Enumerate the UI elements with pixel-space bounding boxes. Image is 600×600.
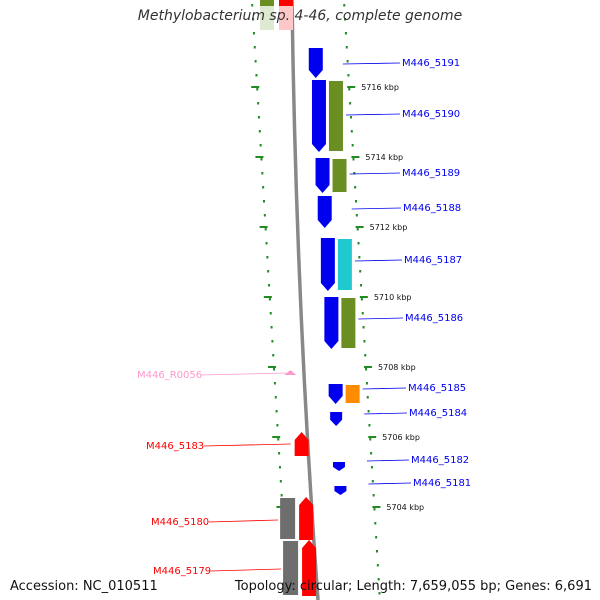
gene-label-leader <box>210 568 282 572</box>
scale-tick-label: 5704 kbp <box>386 503 424 512</box>
gene-arrow-M446_5179[interactable] <box>302 540 317 596</box>
gene-label-leader <box>362 387 407 390</box>
scale-tick-label: 5712 kbp <box>370 223 408 232</box>
map-title: Methylobacterium sp. 4-46, complete geno… <box>137 8 463 24</box>
scale-tick-label: 5710 kbp <box>374 293 412 302</box>
gene-arrow-M446_5181[interactable] <box>334 486 347 495</box>
gene-label-leader <box>364 412 408 415</box>
gene-label-M446_5187[interactable]: M446_5187 <box>404 255 462 266</box>
gene-label-M446_5185[interactable]: M446_5185 <box>408 383 466 394</box>
gene-label-M446_5183[interactable]: M446_5183 <box>146 441 204 452</box>
gene-arrow-M446_5180[interactable] <box>299 497 314 540</box>
top-partial-cog-box <box>260 0 274 6</box>
gene-label-M446_5190[interactable]: M446_5190 <box>402 109 460 120</box>
gene-label-leader <box>368 482 412 485</box>
gene-arrow-M446_5182[interactable] <box>332 462 345 471</box>
gene-label-leader <box>203 443 291 447</box>
scale-tick-label: 5716 kbp <box>361 83 399 92</box>
gene-label-M446_5179[interactable]: M446_5179 <box>153 566 211 577</box>
gene-arrow-M446_5189[interactable] <box>315 158 330 193</box>
cog-box-M446_5186 <box>341 298 356 348</box>
gene-arrow-M446_5185[interactable] <box>328 384 343 404</box>
gene-label-M446_5186[interactable]: M446_5186 <box>405 313 463 324</box>
gene-label-leader <box>342 62 401 65</box>
gene-label-M446_5188[interactable]: M446_5188 <box>403 203 461 214</box>
gene-arrow-M446_5190[interactable] <box>311 80 326 152</box>
gene-arrow-M446_5191[interactable] <box>308 48 323 78</box>
gene-label-M446_5191[interactable]: M446_5191 <box>402 58 460 69</box>
gene-arrow-M446_5186[interactable] <box>324 297 339 349</box>
gene-arrow-M446_5183[interactable] <box>294 432 309 456</box>
cog-box-M446_5187 <box>337 239 352 290</box>
cog-box-M446_5180 <box>280 498 296 539</box>
gene-label-M446_5184[interactable]: M446_5184 <box>409 408 467 419</box>
cog-box-M446_5190 <box>328 81 343 151</box>
gene-label-leader <box>351 207 402 210</box>
gene-label-leader <box>358 317 404 320</box>
genome-summary-text: Topology: circular; Length: 7,659,055 bp… <box>234 579 592 594</box>
gene-label-M446_5181[interactable]: M446_5181 <box>413 478 471 489</box>
cog-box-M446_5185 <box>345 385 360 403</box>
gene-label-leader <box>366 459 410 462</box>
gene-label-leader <box>200 372 287 376</box>
top-partial-gene <box>279 0 293 6</box>
gene-label-M446_R0056[interactable]: M446_R0056 <box>137 370 202 381</box>
rna-marker-M446_R0056[interactable] <box>284 370 297 375</box>
scale-tick-label: 5706 kbp <box>382 433 420 442</box>
gene-label-M446_5182[interactable]: M446_5182 <box>411 455 469 466</box>
accession-text: Accession: NC_010511 <box>10 579 158 594</box>
gene-label-M446_5180[interactable]: M446_5180 <box>151 517 209 528</box>
gene-arrow-M446_5188[interactable] <box>317 196 332 228</box>
gene-label-leader <box>349 172 401 175</box>
gene-label-leader <box>354 259 403 262</box>
gene-arrow-M446_5184[interactable] <box>330 412 343 426</box>
gene-arrow-M446_5187[interactable] <box>320 238 335 291</box>
scale-tick-label: 5714 kbp <box>365 153 403 162</box>
cog-box-M446_5179 <box>283 541 299 595</box>
top-partial-cog-box <box>260 0 274 30</box>
gene-label-leader <box>208 519 279 523</box>
top-partial-gene <box>279 0 293 30</box>
cog-box-M446_5189 <box>332 159 347 192</box>
gene-label-M446_5189[interactable]: M446_5189 <box>402 168 460 179</box>
scale-tick-label: 5708 kbp <box>378 363 416 372</box>
gene-label-leader <box>345 113 401 116</box>
